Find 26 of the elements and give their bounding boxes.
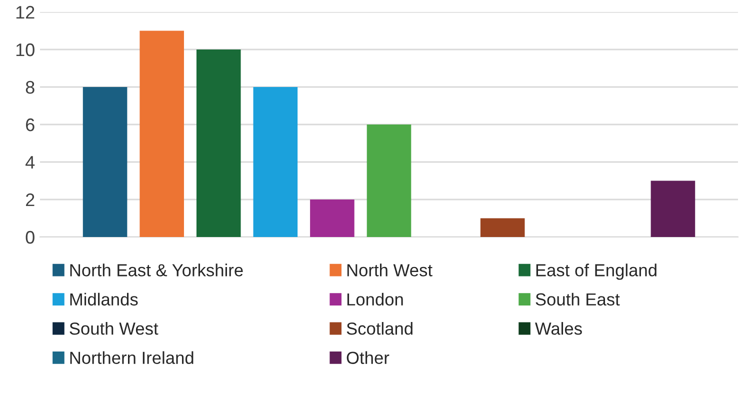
legend-label: London [347,292,403,306]
legend-label: East of England [536,264,656,280]
y-tick-label: 4 [26,156,35,169]
bar [310,200,354,237]
legend-label: Wales [535,322,582,335]
y-tick-label: 8 [26,80,34,94]
bar [140,30,184,237]
y-tick-label: 10 [16,43,34,56]
y-tick-label: 0 [26,230,34,244]
legend-label: Scotland [346,322,412,335]
legend-label: Midlands [70,292,138,306]
y-tick-label: 6 [26,118,34,132]
legend-label: North West [347,264,432,276]
legend-label: Northern Ireland [70,351,194,364]
bar [650,180,696,237]
legend-label: North East & Yorkshire [70,264,243,276]
legend-label: South East [536,292,620,306]
bar [82,87,128,237]
y-tick-label: 12 [16,6,34,19]
y-tick-label: 2 [26,193,34,206]
bar [366,124,412,237]
legend-label: South West [70,322,158,335]
legend-label: Other [346,351,390,364]
bar [253,87,298,237]
bar [480,218,525,237]
bar [196,50,241,237]
